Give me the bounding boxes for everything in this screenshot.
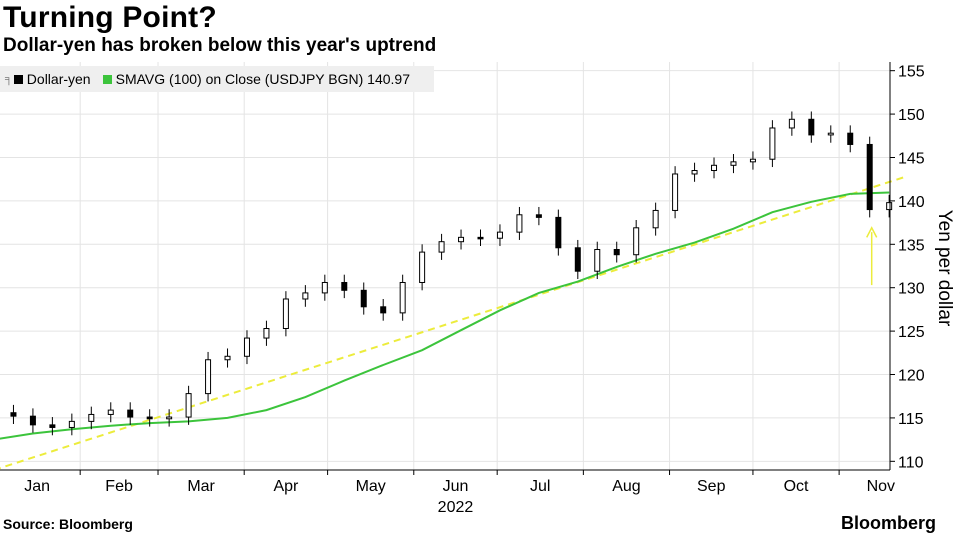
y-tick-label-155: 155	[898, 64, 925, 81]
candle-body-14	[263, 328, 270, 339]
x-tick-label-May: May	[356, 478, 386, 495]
candle-body-13	[243, 337, 250, 357]
x-tick-label-Apr: Apr	[273, 478, 299, 495]
candle-body-40	[769, 127, 776, 160]
candle-body-43	[827, 132, 834, 136]
y-tick-label-120: 120	[898, 368, 925, 385]
candle-body-6	[107, 409, 114, 415]
candle-body-3	[49, 424, 56, 428]
legend-label-dollar-yen: Dollar-yen	[26, 71, 91, 87]
candle-body-1	[10, 412, 17, 417]
candle-body-46	[886, 202, 893, 211]
candle-body-37	[711, 164, 718, 172]
source-note: Source: Bloomberg	[3, 516, 133, 532]
y-tick-label-140: 140	[898, 194, 925, 211]
x-tick-label-Feb: Feb	[105, 478, 133, 495]
x-tick-label-Sep: Sep	[697, 478, 726, 495]
candle-body-17	[321, 281, 328, 294]
candle-body-39	[749, 158, 756, 163]
x-axis-year-label: 2022	[438, 499, 474, 516]
candle-body-16	[302, 292, 309, 300]
candle-body-2	[29, 415, 36, 426]
candle-body-19	[360, 289, 367, 308]
y-tick-label-135: 135	[898, 237, 925, 254]
x-tick-label-Oct: Oct	[784, 478, 809, 495]
annotation-arrow-head	[866, 226, 878, 238]
y-tick-label-130: 130	[898, 281, 925, 298]
candle-body-23	[438, 241, 445, 253]
candle-body-10	[185, 393, 192, 418]
chart-legend: ╕ Dollar-yen SMAVG (100) on Close (USDJP…	[0, 66, 434, 92]
legend-swatch-smavg	[102, 74, 112, 84]
candle-body-44	[847, 132, 854, 145]
x-tick-label-Nov: Nov	[867, 478, 895, 495]
candle-body-30	[574, 247, 581, 272]
y-tick-label-110: 110	[898, 454, 924, 471]
x-tick-label-Jan: Jan	[24, 478, 50, 495]
y-tick-label-115: 115	[898, 411, 924, 428]
series-uptrend-line	[0, 175, 908, 470]
candle-body-18	[341, 281, 348, 291]
candle-body-20	[380, 306, 387, 314]
candle-body-24	[458, 236, 465, 243]
candle-body-32	[613, 249, 620, 256]
candle-body-15	[282, 298, 289, 330]
candle-body-31	[594, 249, 601, 272]
candle-body-26	[496, 231, 503, 239]
candle-body-9	[166, 416, 173, 420]
y-tick-label-150: 150	[898, 107, 925, 124]
legend-swatch-dollar-yen	[13, 74, 23, 84]
bloomberg-logo: Bloomberg	[840, 513, 936, 533]
candle-body-4	[68, 420, 75, 428]
candle-body-8	[146, 416, 153, 420]
candle-body-33	[633, 227, 640, 256]
candle-body-22	[419, 251, 426, 283]
x-tick-label-Aug: Aug	[612, 478, 640, 495]
candle-body-7	[127, 409, 134, 418]
candlestick-icon: ╕	[5, 73, 13, 85]
chart-subtitle: Dollar-yen has broken below this year's …	[3, 35, 437, 56]
series-smavg-line	[0, 191, 890, 440]
candle-body-25	[477, 236, 484, 240]
candle-body-35	[672, 173, 679, 211]
x-tick-label-Mar: Mar	[187, 478, 215, 495]
candle-body-11	[205, 359, 212, 395]
y-tick-label-125: 125	[898, 324, 925, 341]
candle-body-42	[808, 118, 815, 136]
candle-body-5	[88, 413, 95, 422]
candle-body-29	[555, 216, 562, 249]
candle-body-41	[788, 118, 795, 129]
legend-item-smavg: SMAVG (100) on Close (USDJPY BGN) 140.97	[102, 71, 410, 87]
y-axis-label: Yen per dollar	[934, 209, 955, 327]
chart-title: Turning Point?	[3, 1, 217, 34]
candle-body-27	[516, 214, 523, 233]
candle-body-28	[535, 214, 542, 218]
candle-body-21	[399, 281, 406, 314]
x-tick-label-Jun: Jun	[443, 478, 469, 495]
y-tick-label-145: 145	[898, 150, 925, 167]
legend-item-dollar-yen: Dollar-yen	[13, 71, 91, 87]
candle-body-36	[691, 170, 698, 175]
candle-body-34	[652, 209, 659, 229]
legend-label-smavg: SMAVG (100) on Close (USDJPY BGN) 140.97	[115, 71, 410, 87]
candle-body-12	[224, 355, 231, 361]
x-tick-label-Jul: Jul	[530, 478, 550, 495]
candle-body-45	[866, 143, 873, 211]
candle-body-38	[730, 161, 737, 166]
